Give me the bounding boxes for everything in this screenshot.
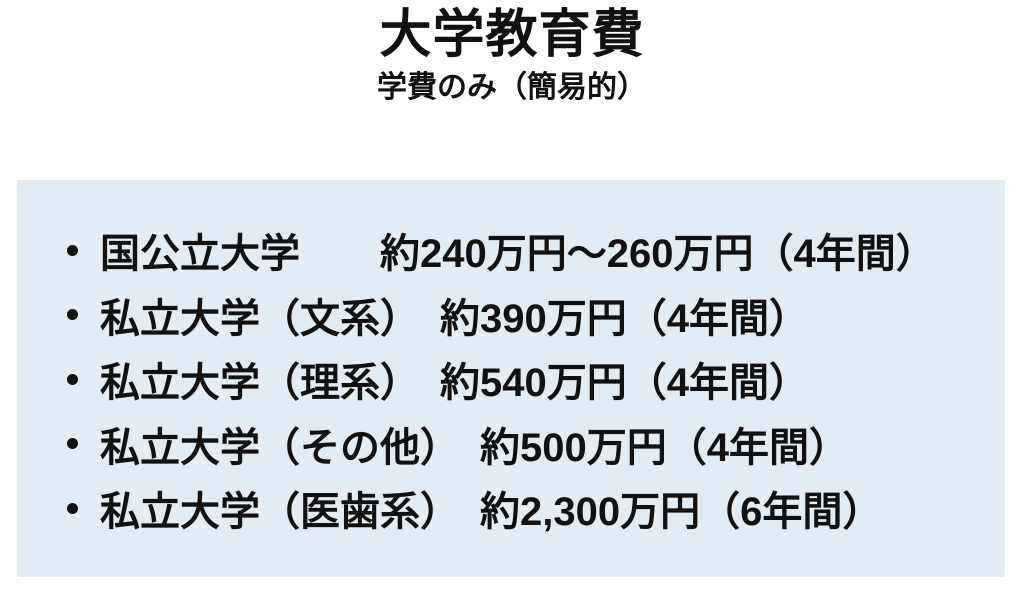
page-title: 大学教育費 [379, 6, 645, 64]
list-item-text: 私立大学（その他） 約500万円（4年間） [100, 425, 849, 470]
list-item: 国公立大学 約240万円〜260万円（4年間） [67, 218, 985, 283]
list-item-text: 国公立大学 約240万円〜260万円（4年間） [100, 232, 936, 277]
bullet-icon [67, 244, 78, 256]
list-item: 私立大学（理系） 約540万円（4年間） [67, 347, 985, 412]
bullet-icon [67, 373, 78, 385]
list-item-text: 私立大学（医歯系） 約2,300万円（6年間） [100, 490, 883, 535]
list-item: 私立大学（その他） 約500万円（4年間） [67, 412, 985, 477]
tuition-info-box: 国公立大学 約240万円〜260万円（4年間） 私立大学（文系） 約390万円（… [17, 180, 1005, 577]
slide-header: 大学教育費 学費のみ（簡易的） [0, 6, 1024, 106]
list-item: 私立大学（文系） 約390万円（4年間） [67, 283, 985, 348]
page-subtitle: 学費のみ（簡易的） [377, 70, 647, 104]
bullet-icon [67, 438, 78, 450]
list-item-text: 私立大学（理系） 約540万円（4年間） [100, 361, 809, 406]
bullet-icon [67, 309, 78, 321]
tuition-list: 国公立大学 約240万円〜260万円（4年間） 私立大学（文系） 約390万円（… [17, 180, 1005, 541]
list-item: 私立大学（医歯系） 約2,300万円（6年間） [67, 476, 985, 541]
bullet-icon [67, 502, 78, 514]
list-item-text: 私立大学（文系） 約390万円（4年間） [100, 296, 809, 341]
